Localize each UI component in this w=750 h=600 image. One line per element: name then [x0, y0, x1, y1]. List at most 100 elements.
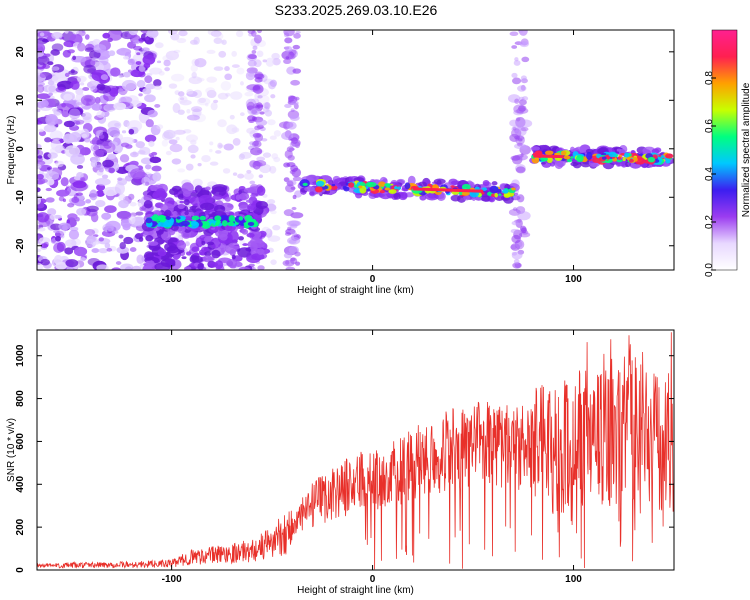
spectrogram-cell — [314, 186, 323, 193]
spectrogram-cell — [193, 36, 200, 45]
spectrogram-cell — [254, 125, 261, 131]
spectrogram-cell — [76, 75, 87, 83]
spectrogram-cell — [172, 210, 178, 217]
spectrogram-cell — [111, 267, 122, 270]
spectrogram-cell — [213, 66, 224, 71]
spectrogram-cell — [155, 42, 164, 49]
spectrogram-cell — [44, 53, 51, 57]
spectrogram-cell — [65, 239, 77, 248]
colorbar: 0.0 0.2 0.4 0.6 0.8 Normalized spectral ampli… — [704, 29, 750, 277]
spectrogram-cell — [67, 49, 75, 54]
spectrogram-cell — [56, 241, 66, 252]
spectrogram-cell — [628, 158, 634, 163]
spectrogram-cell — [288, 147, 295, 151]
spectrogram-cell — [660, 155, 665, 159]
spectrogram-cell — [205, 186, 211, 191]
spectrogram-cell — [39, 178, 48, 184]
spectrogram-cell — [272, 224, 281, 231]
spectrogram-cell — [144, 164, 152, 170]
spectrogram-cell — [257, 30, 262, 34]
spectrogram-cell — [55, 86, 67, 93]
spectrogram-cell — [291, 206, 297, 211]
spectrogram-cell — [530, 146, 541, 151]
spectrogram-cell — [239, 81, 244, 86]
spectrogram-cell — [53, 230, 60, 234]
spectrogram-cell — [138, 71, 146, 78]
spectrogram-cell — [207, 30, 215, 35]
spectrogram-cell — [256, 248, 265, 255]
spectrogram-cell — [290, 257, 298, 265]
spectrogram-cell — [221, 220, 228, 227]
spectrogram-cell — [144, 181, 150, 186]
spectrogram-cell — [185, 134, 198, 143]
spectrogram-y-tick-label: 0 — [15, 146, 26, 152]
spectrogram-cell — [249, 160, 258, 168]
spectrogram-cell — [93, 145, 100, 151]
spectrogram-cell — [162, 55, 174, 62]
spectrogram-cell — [129, 201, 137, 207]
spectrogram-cell — [114, 182, 125, 195]
spectrogram-cell — [249, 180, 256, 185]
spectrogram-cell — [343, 186, 350, 192]
spectrogram-cell — [257, 95, 263, 99]
spectrogram-cell — [184, 241, 190, 247]
spectrogram-cell — [304, 185, 315, 192]
spectrogram-cell — [217, 119, 227, 128]
spectrogram-cell — [255, 200, 268, 210]
spectrogram-cell — [196, 77, 205, 82]
spectrogram-cell — [482, 179, 490, 187]
spectrogram-cell — [256, 185, 266, 196]
spectrogram-cell — [540, 156, 548, 162]
spectrogram-cell — [119, 241, 127, 250]
spectrogram-cell — [557, 161, 564, 167]
spectrogram-cell — [170, 32, 180, 41]
spectrogram-cell — [566, 158, 573, 163]
spectrogram-y-tick-label: 10 — [15, 94, 26, 106]
snr-x-tick-label: 100 — [565, 574, 582, 585]
spectrogram-cell — [37, 120, 43, 125]
spectrogram-cell — [114, 122, 121, 127]
spectrogram-cell — [173, 49, 181, 53]
spectrogram-cell — [56, 189, 70, 197]
spectrogram-cell — [388, 189, 397, 194]
spectrogram-cell — [247, 60, 257, 67]
spectrogram-cell — [520, 127, 529, 132]
spectrogram-cell — [269, 135, 277, 140]
spectrogram-cell — [190, 106, 203, 113]
spectrogram-cell — [53, 214, 62, 219]
spectrogram-cell — [147, 109, 158, 118]
spectrogram-cell — [103, 103, 117, 112]
spectrogram-cell — [511, 187, 516, 191]
spectrogram-cell — [180, 220, 190, 226]
spectrogram-cell — [50, 139, 62, 151]
spectrogram-cell — [647, 156, 656, 163]
spectrogram-cell — [106, 126, 120, 137]
spectrogram-cell — [518, 30, 524, 33]
spectrogram-cell — [251, 253, 265, 261]
spectrogram-cell — [283, 30, 295, 37]
spectrogram-cell — [42, 64, 51, 69]
snr-y-tick-label: 200 — [15, 518, 26, 535]
spectrogram-cell — [247, 115, 256, 122]
spectrogram-cell — [63, 40, 76, 48]
spectrogram-cell — [245, 71, 256, 81]
spectrogram-cell — [116, 48, 132, 56]
spectrogram-cell — [262, 152, 272, 158]
spectrogram-cell — [355, 191, 363, 199]
spectrogram-cell — [178, 95, 188, 104]
spectrogram-cell — [51, 43, 64, 52]
spectrogram-cell — [138, 93, 143, 97]
spectrogram-cell — [37, 93, 51, 100]
spectrogram-cell — [211, 186, 227, 197]
spectrogram-cell — [255, 119, 268, 127]
spectrogram-cell — [66, 219, 71, 224]
spectrogram-cell — [49, 130, 63, 141]
spectrogram-cell — [295, 261, 301, 266]
spectrogram-cell — [165, 150, 172, 156]
snr-series-line — [37, 332, 674, 570]
colorbar-gradient — [712, 30, 737, 270]
spectrogram-cell — [95, 84, 112, 94]
spectrogram-cell — [212, 31, 221, 38]
spectrogram-cell — [72, 30, 79, 35]
spectrogram-cell — [101, 212, 112, 220]
